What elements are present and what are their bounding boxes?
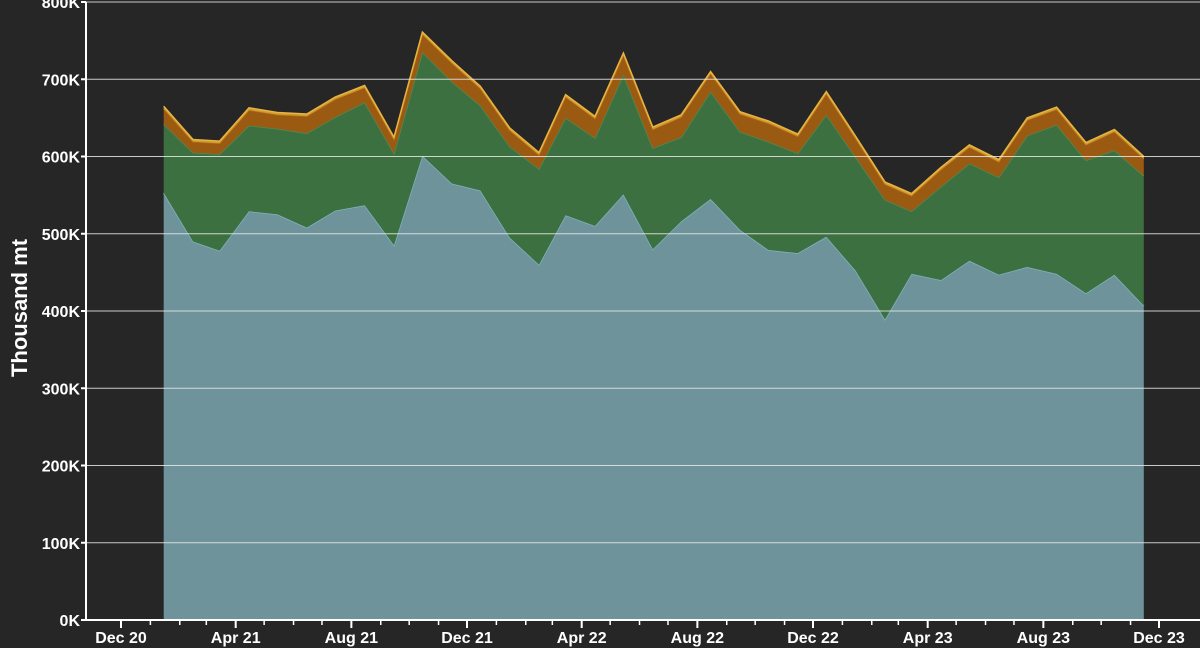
series-4-line [163, 30, 1145, 195]
x-tick-label: Aug 22 [671, 630, 724, 647]
x-tick-label: Apr 23 [903, 630, 953, 647]
x-tick-label: Apr 22 [557, 630, 607, 647]
y-tick-label: 300K [42, 381, 81, 398]
x-tick-label: Aug 23 [1017, 630, 1070, 647]
y-tick-label: 500K [42, 227, 81, 244]
y-tick-label: 200K [42, 459, 81, 476]
y-axis: 0K 100K 200K 300K 400K 500K 600K 700K 800K [42, 0, 87, 630]
x-tick-label: Apr 21 [211, 630, 261, 647]
x-tick-label: Dec 22 [787, 630, 839, 647]
x-tick-label: Dec 20 [95, 630, 147, 647]
x-tick-label: Dec 21 [441, 630, 493, 647]
x-tick-label: Dec 23 [1133, 630, 1185, 647]
y-tick-label: 100K [42, 536, 81, 553]
y-axis-title: Thousand mt [7, 238, 32, 377]
y-tick-label: 0K [60, 613, 81, 630]
y-gridlines [86, 1, 1200, 544]
y-tick-label: 600K [42, 150, 81, 167]
y-tick-label: 700K [42, 72, 81, 89]
y-tick-label: 800K [42, 0, 81, 12]
series-2-area [163, 52, 1144, 320]
y-tick-label: 400K [42, 304, 81, 321]
x-axis: Dec 20 Apr 21 Aug 21 Dec 21 Apr 22 Aug 22 Dec … [86, 619, 1200, 647]
x-tick-label: Aug 21 [325, 630, 378, 647]
